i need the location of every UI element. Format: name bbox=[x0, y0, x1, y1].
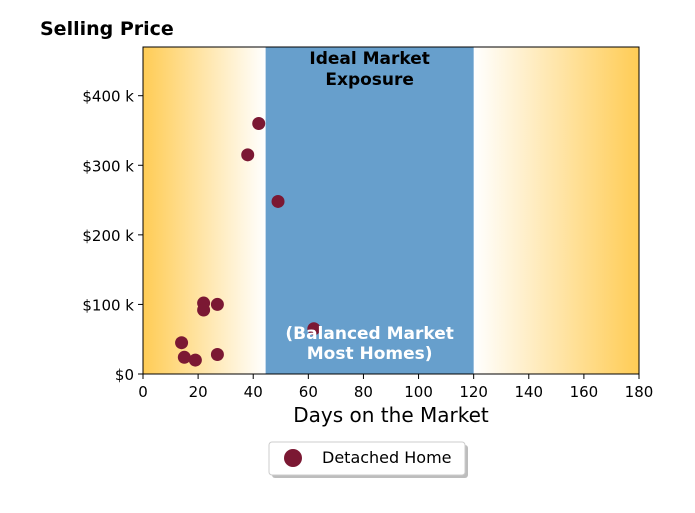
data-point bbox=[271, 194, 285, 208]
y-tick-label: $400 k bbox=[82, 88, 134, 106]
data-point bbox=[188, 353, 202, 367]
chart-title: Selling Price bbox=[40, 18, 174, 40]
x-tick-label: 0 bbox=[138, 383, 148, 401]
zone-subtitle-labels: (Balanced Market Most Homes) bbox=[285, 324, 454, 364]
data-point bbox=[197, 303, 211, 317]
y-tick-label: $200 k bbox=[82, 227, 134, 245]
data-point bbox=[210, 297, 224, 311]
x-axis-title: Days on the Market bbox=[293, 403, 489, 427]
y-tick-label: $300 k bbox=[82, 157, 134, 175]
x-tick-label: 20 bbox=[189, 383, 208, 401]
x-tick-label: 80 bbox=[354, 383, 373, 401]
y-tick-label: $100 k bbox=[82, 296, 134, 314]
data-point bbox=[241, 148, 255, 162]
zone-subtitle-line-1: (Balanced Market bbox=[285, 324, 454, 344]
plot-background bbox=[143, 47, 639, 374]
legend-box bbox=[268, 441, 466, 476]
data-point bbox=[177, 350, 191, 364]
data-point bbox=[210, 348, 224, 362]
x-tick-label: 40 bbox=[244, 383, 263, 401]
plot-frame bbox=[142, 46, 640, 375]
zone-title-line-1: Ideal Market bbox=[309, 49, 430, 69]
left-gradient-band bbox=[143, 47, 266, 374]
legend: Detached Home bbox=[268, 441, 468, 478]
legend-label: Detached Home bbox=[322, 448, 452, 467]
x-tick-label: 160 bbox=[570, 383, 599, 401]
x-tick-label: 140 bbox=[514, 383, 543, 401]
y-tick-label: $0 bbox=[115, 366, 134, 384]
zone-title-line-2: Exposure bbox=[325, 70, 414, 90]
zone-subtitle-line-2: Most Homes) bbox=[307, 344, 433, 364]
right-gradient-band bbox=[473, 47, 639, 374]
legend-marker bbox=[284, 449, 302, 467]
zone-labels: Ideal Market Exposure bbox=[309, 49, 430, 90]
data-point bbox=[252, 117, 266, 131]
scatter-points bbox=[175, 117, 321, 367]
x-tick-label: 120 bbox=[459, 383, 488, 401]
y-axis: $0 $100 k $200 k $300 k $400 k bbox=[82, 88, 143, 384]
ideal-exposure-zone bbox=[265, 47, 474, 374]
data-point bbox=[307, 322, 321, 336]
x-tick-label: 60 bbox=[299, 383, 318, 401]
x-axis: 0 20 40 60 80 100 120 140 160 180 bbox=[138, 374, 653, 401]
x-tick-label: 180 bbox=[625, 383, 654, 401]
data-point bbox=[175, 336, 189, 350]
x-tick-label: 100 bbox=[404, 383, 433, 401]
